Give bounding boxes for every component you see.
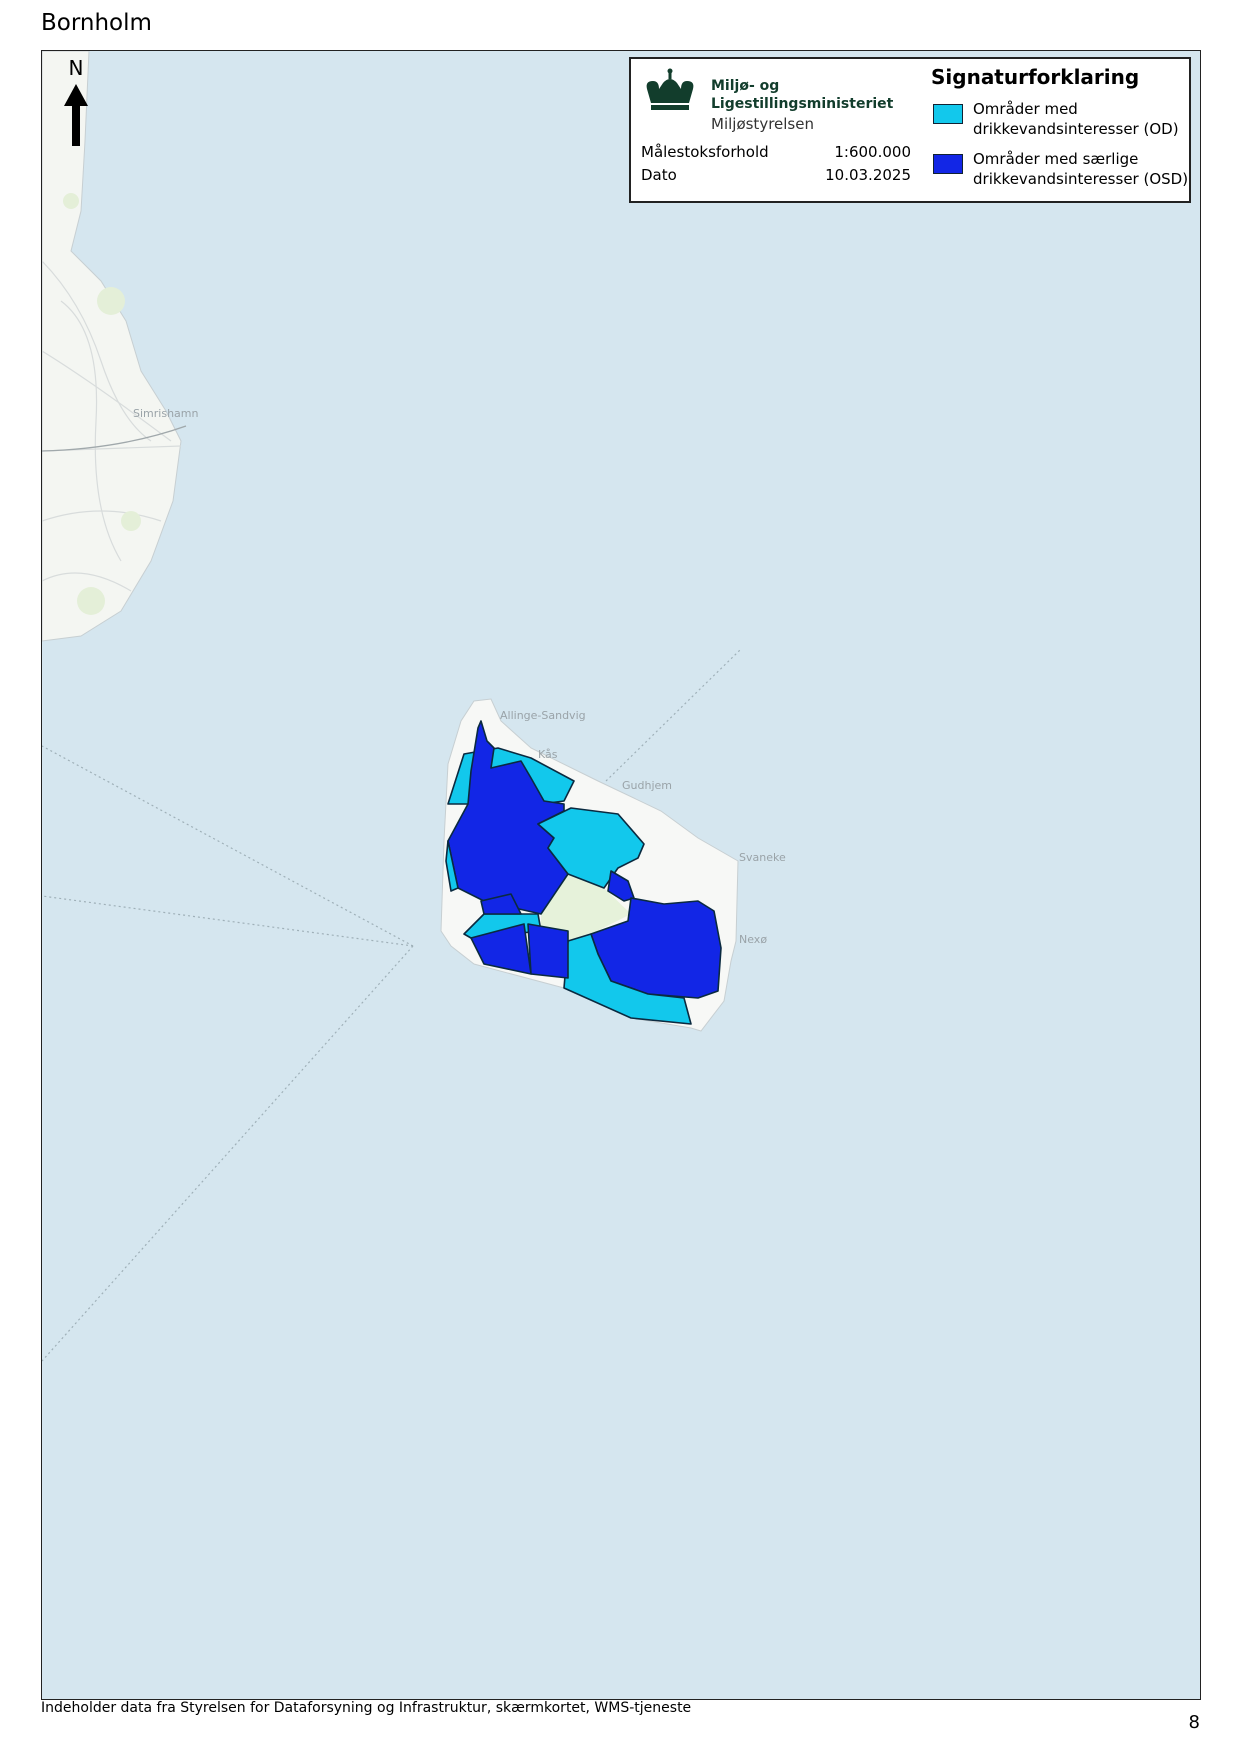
osd-area-small-west	[480, 893, 522, 915]
date-value: 10.03.2025	[825, 166, 911, 184]
legend-item-label: Områder med	[973, 100, 1078, 118]
place-label: Simrishamn	[133, 407, 199, 420]
data-attribution: Indeholder data fra Styrelsen for Datafo…	[41, 1700, 692, 1716]
ferry-routes	[42, 648, 742, 1362]
ministry-name: Miljø- og Ligestillingsministeriet	[711, 77, 893, 113]
osd-area-east-small	[607, 870, 635, 902]
scale-label: Målestoksforhold	[641, 143, 769, 161]
legend-heading: Signaturforklaring	[931, 65, 1140, 89]
bornholm-green-area	[541, 874, 631, 941]
legend-item-label: Områder med særlige	[973, 150, 1139, 168]
scale-row: Målestoksforhold 1:600.000	[641, 143, 911, 161]
agency-name: Miljøstyrelsen	[711, 115, 814, 133]
date-row: Dato 10.03.2025	[641, 166, 911, 184]
place-label: Gudhjem	[622, 779, 672, 792]
date-label: Dato	[641, 166, 677, 184]
scale-value: 1:600.000	[834, 143, 911, 161]
crown-logo-icon	[646, 68, 694, 110]
legend-box: Miljø- og Ligestillingsministeriet Miljø…	[629, 57, 1191, 203]
sweden-forest	[63, 193, 141, 615]
sweden-railway	[42, 425, 187, 452]
map-title: Bornholm	[41, 10, 152, 36]
osd-area-southwest-2	[527, 923, 569, 979]
legend-item-od: Områder med drikkevandsinteresser (OD)	[973, 99, 1179, 139]
north-arrow: N	[58, 56, 94, 154]
arrow-up-icon	[64, 84, 88, 146]
legend-item-osd: Områder med særlige drikkevandsinteresse…	[973, 149, 1188, 189]
north-label: N	[68, 56, 84, 80]
ministry-line-2: Ligestillingsministeriet	[711, 96, 894, 112]
od-area-center	[537, 807, 645, 889]
od-swatch	[933, 104, 963, 124]
place-label: Allinge-Sandvig	[500, 709, 586, 722]
ministry-line-1: Miljø- og	[711, 78, 780, 94]
map-canvas	[42, 51, 742, 1362]
place-label: Svaneke	[739, 851, 786, 864]
od-area-west-strip	[445, 840, 459, 892]
osd-swatch	[933, 154, 963, 174]
place-label: Nexø	[739, 933, 768, 946]
legend-item-label: drikkevandsinteresser (OSD)	[973, 170, 1189, 188]
legend-item-label: drikkevandsinteresser (OD)	[973, 120, 1179, 138]
place-label: Kås	[538, 748, 558, 761]
page-number: 8	[1188, 1712, 1200, 1733]
map-frame[interactable]: Simrishamn Allinge-Sandvig Kås Gudhjem S…	[41, 50, 1201, 1700]
od-area-south	[563, 933, 692, 1025]
